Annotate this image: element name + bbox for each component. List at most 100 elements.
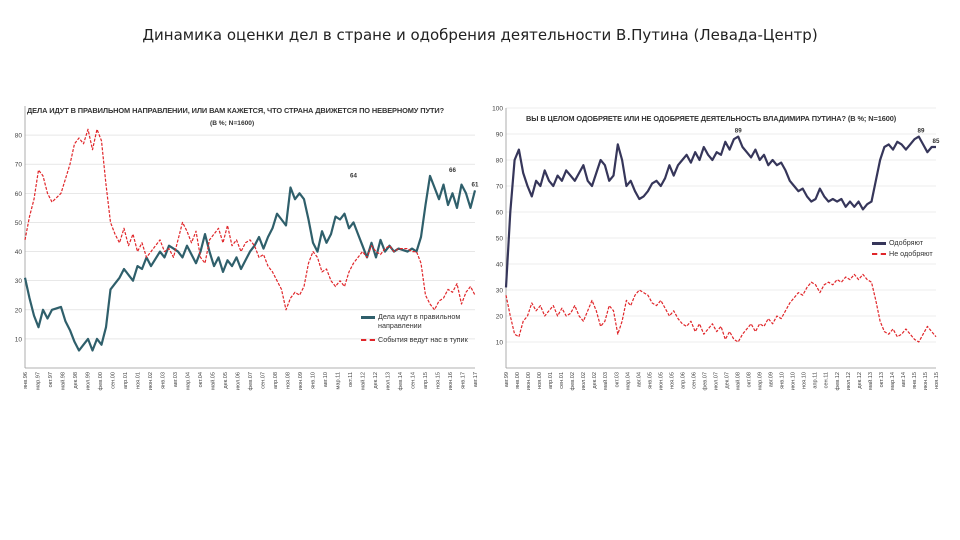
x-tick-label: мар.14 (890, 372, 896, 390)
legend-item-deadlock: События ведут нас в тупик (361, 335, 468, 344)
x-tick-label: ноя.10 (802, 372, 808, 389)
series-line-2 (505, 273, 937, 343)
x-tick-label: ноя.01 (136, 372, 142, 389)
left-chart-subtitle: (В %; N=1600) (210, 120, 255, 127)
left-chart-panel: ДЕЛА ИДУТ В ПРАВИЛЬНОМ НАПРАВЛЕНИИ, ИЛИ … (5, 100, 480, 410)
series-line-1 (23, 174, 477, 352)
x-tick-label: сен.14 (411, 372, 417, 389)
x-tick-label: апр.08 (273, 372, 279, 389)
y-tick-label: 50 (15, 220, 23, 227)
x-tick-label: мар.04 (186, 372, 192, 390)
x-tick-label: авг.09 (769, 372, 775, 387)
legend-item-disapprove: Не одобряют (872, 249, 949, 258)
x-tick-label: май.08 (735, 372, 742, 390)
x-tick-label: дек.98 (73, 372, 79, 389)
right-chart-panel: ВЫ В ЦЕЛОМ ОДОБРЯЕТЕ ИЛИ НЕ ОДОБРЯЕТЕ ДЕ… (484, 100, 952, 410)
x-tick-label: окт.97 (48, 372, 54, 387)
legend-label: Одобряют (889, 238, 924, 247)
x-tick-label: авг.10 (323, 372, 329, 387)
x-tick-label: ноя.05 (669, 372, 675, 389)
x-tick-label: ноя.15 (436, 372, 442, 389)
y-tick-label: 40 (496, 262, 504, 269)
x-tick-label: июн.10 (791, 372, 797, 390)
x-tick-label: янв.15 (912, 372, 918, 389)
x-tick-label: сен.00 (111, 372, 117, 389)
x-tick-label: янв.17 (461, 372, 467, 389)
legend-swatch-red (872, 253, 886, 255)
y-tick-label: 70 (15, 162, 23, 169)
y-tick-label: 40 (15, 249, 23, 256)
left-chart-title: ДЕЛА ИДУТ В ПРАВИЛЬНОМ НАПРАВЛЕНИИ, ИЛИ … (27, 106, 445, 115)
x-tick-label: фев.00 (98, 372, 104, 390)
series-line-1 (504, 135, 936, 288)
x-tick-label: апр.06 (680, 372, 686, 389)
right-chart-legend: Одобряют Не одобряют (872, 238, 949, 263)
y-tick-label: 20 (15, 307, 23, 314)
x-tick-label: сен.06 (691, 372, 697, 389)
x-tick-label: мар.09 (758, 372, 764, 390)
legend-label: События ведут нас в тупик (378, 335, 468, 344)
x-tick-label: мар.97 (36, 372, 42, 390)
x-tick-label: авг.17 (473, 372, 479, 387)
x-tick-label: янв.03 (161, 372, 167, 389)
x-tick-label: дек.12 (857, 372, 863, 389)
y-tick-label: 30 (496, 288, 504, 295)
data-label: 89 (735, 128, 742, 135)
x-tick-label: дек.12 (373, 372, 379, 389)
y-tick-label: 10 (15, 336, 23, 343)
x-tick-label: май.03 (602, 372, 609, 390)
legend-label: Дела идут в правильном направлении (378, 312, 461, 330)
y-tick-label: 100 (492, 106, 503, 113)
x-tick-label: апр.01 (548, 372, 554, 389)
x-tick-label: июн.05 (658, 372, 664, 390)
x-tick-label: дек.02 (592, 372, 598, 389)
x-tick-label: окт.03 (614, 372, 620, 387)
legend-swatch-navy (872, 242, 886, 245)
x-tick-label: фев.07 (248, 372, 254, 390)
legend-item-approve: Одобряют (872, 238, 949, 247)
x-tick-label: ноя.00 (537, 372, 543, 389)
x-tick-label: фев.14 (398, 372, 404, 390)
x-tick-label: фев.02 (570, 372, 576, 390)
x-tick-label: июл.13 (386, 372, 392, 390)
data-label: 64 (350, 173, 357, 180)
data-label: 61 (472, 181, 479, 188)
x-tick-label: окт.04 (198, 372, 204, 387)
x-tick-label: дек.07 (725, 372, 731, 389)
x-tick-label: май.98 (60, 372, 67, 390)
slide-title: Динамика оценки дел в стране и одобрения… (142, 26, 818, 44)
y-tick-label: 50 (496, 236, 504, 243)
x-tick-label: янв.05 (647, 372, 653, 389)
x-tick-label: сен.01 (559, 372, 565, 389)
x-tick-label: июл.06 (236, 372, 242, 390)
x-tick-label: апр.11 (813, 372, 819, 389)
x-tick-label: июл.12 (846, 372, 852, 390)
legend-swatch-red (361, 339, 375, 341)
data-label: 66 (449, 167, 456, 174)
x-tick-label: апр.15 (423, 372, 429, 389)
right-chart-title: ВЫ В ЦЕЛОМ ОДОБРЯЕТЕ ИЛИ НЕ ОДОБРЯЕТЕ ДЕ… (526, 114, 897, 123)
y-tick-label: 80 (15, 133, 23, 140)
x-tick-label: июн.02 (148, 372, 154, 390)
x-tick-label: июл.99 (86, 372, 92, 390)
x-tick-label: май.13 (867, 372, 874, 390)
x-tick-label: янв.00 (515, 372, 521, 389)
y-tick-label: 80 (496, 158, 504, 165)
x-tick-label: авг.99 (504, 372, 510, 387)
data-label: 85 (933, 138, 940, 145)
x-tick-label: май.12 (360, 372, 367, 390)
y-tick-label: 60 (15, 191, 23, 198)
x-tick-label: мар.11 (336, 372, 342, 389)
series-line-2 (24, 128, 476, 311)
x-tick-label: окт.08 (747, 372, 753, 387)
x-tick-label: сен.07 (261, 372, 267, 389)
x-tick-label: сен.11 (824, 372, 830, 388)
y-tick-label: 20 (496, 314, 504, 321)
data-label: 89 (918, 128, 925, 135)
legend-swatch-teal (361, 316, 375, 319)
x-tick-label: окт.13 (879, 372, 885, 387)
x-tick-label: июл.07 (713, 372, 719, 390)
y-tick-label: 30 (15, 278, 23, 285)
y-tick-label: 90 (496, 132, 504, 139)
x-tick-label: авг.03 (173, 372, 179, 387)
